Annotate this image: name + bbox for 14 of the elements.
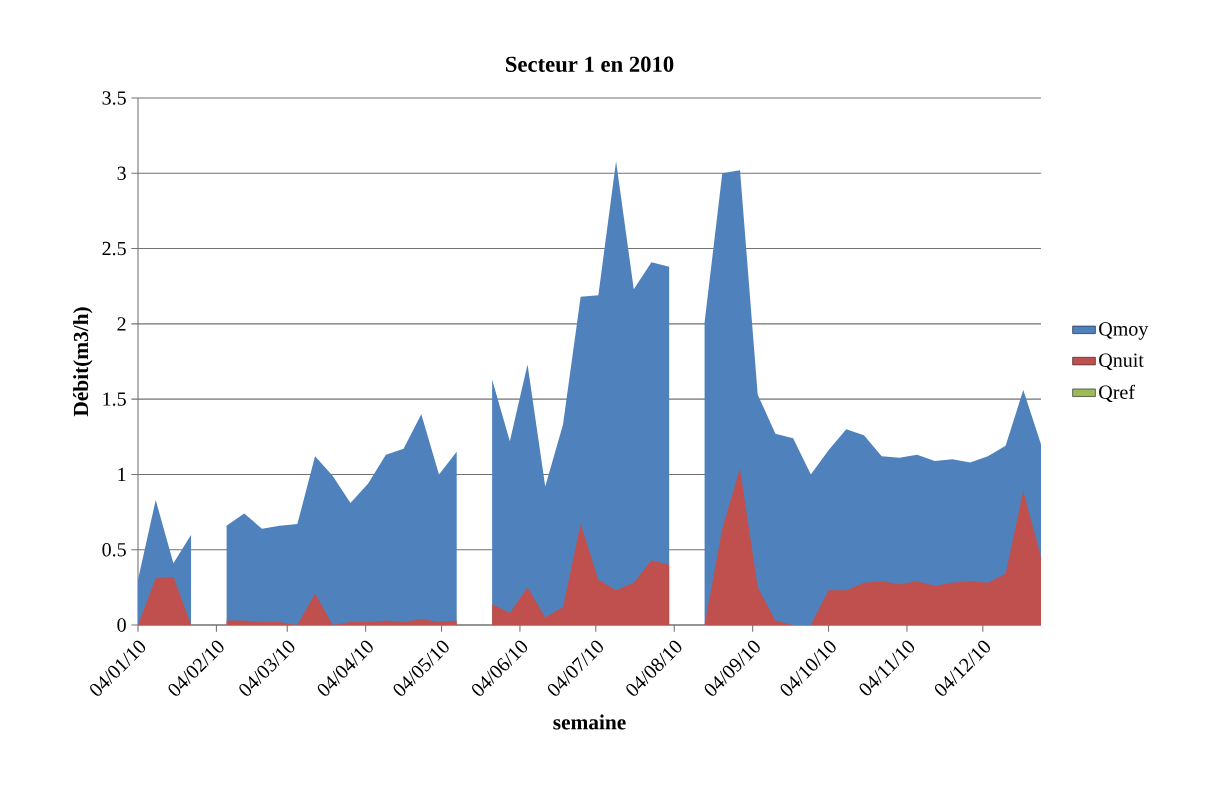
y-tick-label: 3 (117, 166, 126, 180)
legend-label: Qnuit (1099, 353, 1144, 370)
chart-title: Secteur 1 en 2010 (506, 56, 674, 72)
x-axis-title: semaine (553, 714, 626, 730)
legend-label: Qmoy (1099, 322, 1149, 340)
y-tick-label: 1 (118, 467, 126, 482)
y-tick-label: 2 (117, 317, 126, 331)
y-axis-title: Débit(m3/h) (73, 307, 93, 417)
y-tick-label: 1.5 (103, 392, 126, 406)
y-tick-label: 0 (117, 618, 126, 632)
y-tick-label: 3.5 (102, 91, 126, 105)
y-tick-label: 2.5 (102, 241, 126, 256)
legend-label: Qref (1099, 384, 1135, 403)
y-tick-label: 0.5 (102, 542, 126, 557)
